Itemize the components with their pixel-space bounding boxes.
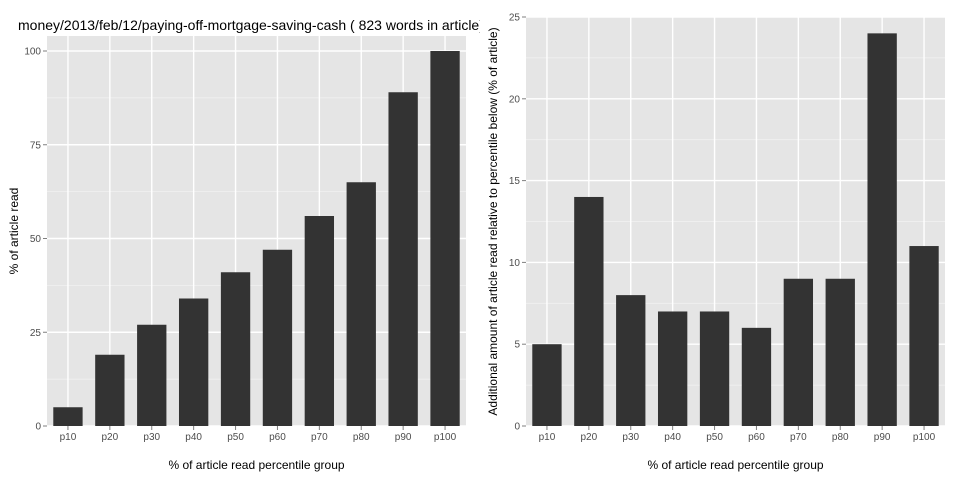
right-bar-p10 [532,344,562,426]
left-bar-p30 [137,324,167,426]
right-x-tick-label: p70 [790,432,807,443]
right-x-tick-label: p30 [622,432,639,443]
left-bar-p40 [178,298,209,426]
right-y-axis-label: Additional amount of article read relati… [486,27,500,415]
left-bar-p50 [220,272,251,426]
left-x-tick-label: p60 [269,432,286,443]
left-x-tick-label: p50 [227,432,244,443]
left-bar-p100 [430,51,460,426]
left-x-tick-label: p80 [353,432,370,443]
right-x-tick-label: p80 [832,432,849,443]
left-bar-p80 [346,182,376,426]
left-x-tick-label: p100 [434,432,457,443]
right-x-tick-label: p20 [581,432,598,443]
right-bar-p30 [616,295,646,426]
right-y-tick-label: 10 [509,258,521,269]
chart-title: money/2013/feb/12/paying-off-mortgage-sa… [18,17,480,33]
right-x-tick-label: p60 [748,432,765,443]
right-y-tick-label: 5 [514,340,520,351]
left-x-tick-label: p90 [395,432,412,443]
left-x-tick-label: p40 [185,432,202,443]
left-y-tick-label: 100 [24,47,41,58]
left-x-tick-label: p20 [102,432,119,443]
right-x-tick-label: p10 [539,432,556,443]
left-bar-p60 [262,249,293,426]
right-y-tick-label: 25 [509,13,521,24]
right-bar-p80 [825,278,855,426]
left-y-tick-label: 25 [30,328,42,339]
left-x-tick-label: p10 [60,432,77,443]
left-y-tick-label: 0 [35,422,41,433]
right-bar-p50 [699,311,730,426]
right-y-tick-label: 20 [509,94,521,105]
left-y-axis-label: % of article read [7,188,21,275]
right-x-tick-label: p40 [664,432,681,443]
right-bar-p40 [657,311,688,426]
right-bar-p20 [574,196,604,426]
left-chart: 0 25 50 75 100 p10 p20 p30 p40 p50 p60 p70 p80 p90 p10… [7,36,466,472]
left-x-axis-label: % of article read percentile group [168,458,344,472]
right-y-tick-label: 15 [509,176,521,187]
right-bar-p100 [909,246,939,426]
left-x-tick-label: p70 [311,432,328,443]
right-x-tick-label: p90 [874,432,891,443]
right-bar-p60 [741,327,772,426]
left-bar-p70 [304,216,335,426]
right-bar-p70 [783,278,814,426]
left-x-tick-label: p30 [143,432,160,443]
right-chart: 0 5 10 15 20 25 p10 p20 p30 p40 p50 p60 p70 p80 p90 p10… [486,13,945,472]
right-bar-p90 [867,33,897,427]
left-bar-p90 [388,92,418,426]
right-x-tick-label: p100 [913,432,936,443]
left-y-tick-label: 75 [30,140,42,151]
left-bar-p10 [53,407,83,426]
left-bar-p20 [95,354,125,426]
right-y-tick-label: 0 [514,422,520,433]
right-x-axis-label: % of article read percentile group [647,458,823,472]
right-x-tick-label: p50 [706,432,723,443]
left-y-tick-label: 50 [30,234,42,245]
